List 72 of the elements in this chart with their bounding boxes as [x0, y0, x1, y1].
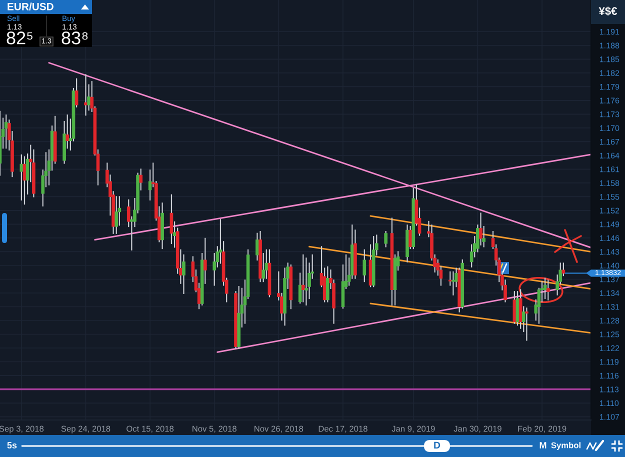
text: 5s — [7, 442, 17, 448]
candlestick — [20, 154, 24, 200]
y-tick-label: 1.164 — [600, 152, 620, 158]
y-tick-label: 1.107 — [600, 414, 620, 420]
text: Symbol — [551, 442, 580, 450]
y-tick-label: 1.155 — [600, 194, 620, 200]
y-tick-label: 1.125 — [600, 332, 620, 338]
candlestick — [562, 262, 566, 276]
candlestick — [84, 74, 88, 116]
y-tick-label: 1.161 — [600, 166, 620, 172]
x-tick-label: Jan 30, 2019 — [454, 426, 502, 433]
candlestick — [516, 291, 520, 326]
candlestick — [139, 168, 143, 190]
annotation: 83⁸ — [62, 32, 88, 44]
annotation: 82⁵ — [6, 32, 32, 44]
y-tick-label: 1.131 — [600, 304, 620, 310]
x-tick-label: Dec 17, 2018 — [318, 426, 368, 433]
candlestick — [170, 194, 174, 244]
y-tick-label: 1.149 — [600, 222, 620, 228]
y-tick-label: 1.146 — [600, 235, 620, 241]
candlestick — [74, 78, 78, 108]
x-tick-label: Nov 5, 2018 — [192, 426, 236, 433]
candlestick — [512, 291, 516, 324]
candlestick — [546, 280, 550, 300]
x-tick-label: Oct 15, 2018 — [126, 426, 174, 433]
y-tick-label: 1.179 — [600, 84, 620, 90]
y-tick-label: 1.173 — [600, 111, 620, 118]
y-tick-label: 1.140 — [600, 262, 620, 268]
y-tick-label: 1.128 — [600, 318, 620, 324]
text: ¥$€ — [598, 6, 618, 16]
x-tick-label: Nov 26, 2018 — [254, 426, 304, 433]
candlestick — [518, 289, 522, 329]
candlestick — [326, 266, 330, 302]
candlestick — [264, 249, 268, 279]
y-tick-label: 1.143 — [600, 249, 620, 255]
y-tick-label: 1.170 — [600, 125, 620, 131]
x-tick-label: Jan 9, 2019 — [392, 426, 435, 433]
x-tick-label: Sep 24, 2018 — [61, 426, 110, 434]
candlestick — [22, 156, 26, 205]
candlestick — [525, 308, 528, 341]
y-tick-label: 1.113 — [600, 386, 619, 392]
candlestick — [4, 114, 8, 149]
y-tick-label: 1.134 — [600, 290, 620, 296]
y-tick-label: 1.167 — [600, 138, 620, 145]
candlestick — [301, 254, 305, 302]
candlestick — [452, 271, 455, 296]
y-tick-label: 1.176 — [600, 98, 620, 104]
y-tick-label: 1.191 — [600, 28, 620, 35]
y-tick-label: 1.122 — [600, 345, 620, 351]
candlestick — [408, 226, 412, 250]
candlestick — [448, 271, 452, 286]
y-tick-label: 1.152 — [600, 208, 620, 214]
y-tick-label: 1.185 — [600, 56, 620, 62]
candlestick — [543, 278, 547, 300]
candlestick — [114, 196, 118, 234]
candlestick — [304, 258, 308, 306]
x-tick-label: Feb 20, 2019 — [518, 426, 566, 433]
y-tick-label: 1.182 — [600, 70, 620, 76]
y-tick-label: 1.119 — [600, 359, 619, 365]
candlestick — [204, 238, 207, 284]
y-tick-label: 1.158 — [600, 180, 620, 186]
chart-title: EUR/USD — [8, 2, 54, 10]
text: D — [434, 442, 440, 449]
candlestick — [384, 230, 388, 248]
candlestick — [362, 249, 366, 282]
y-tick-label: 1.137 — [600, 276, 620, 282]
text: M — [540, 442, 546, 448]
candlestick — [262, 253, 266, 282]
candlestick — [66, 114, 70, 149]
y-tick-label: 1.188 — [600, 42, 620, 48]
y-tick-label: 1.116 — [600, 372, 619, 379]
y-tick-label: 1.110 — [600, 400, 619, 406]
